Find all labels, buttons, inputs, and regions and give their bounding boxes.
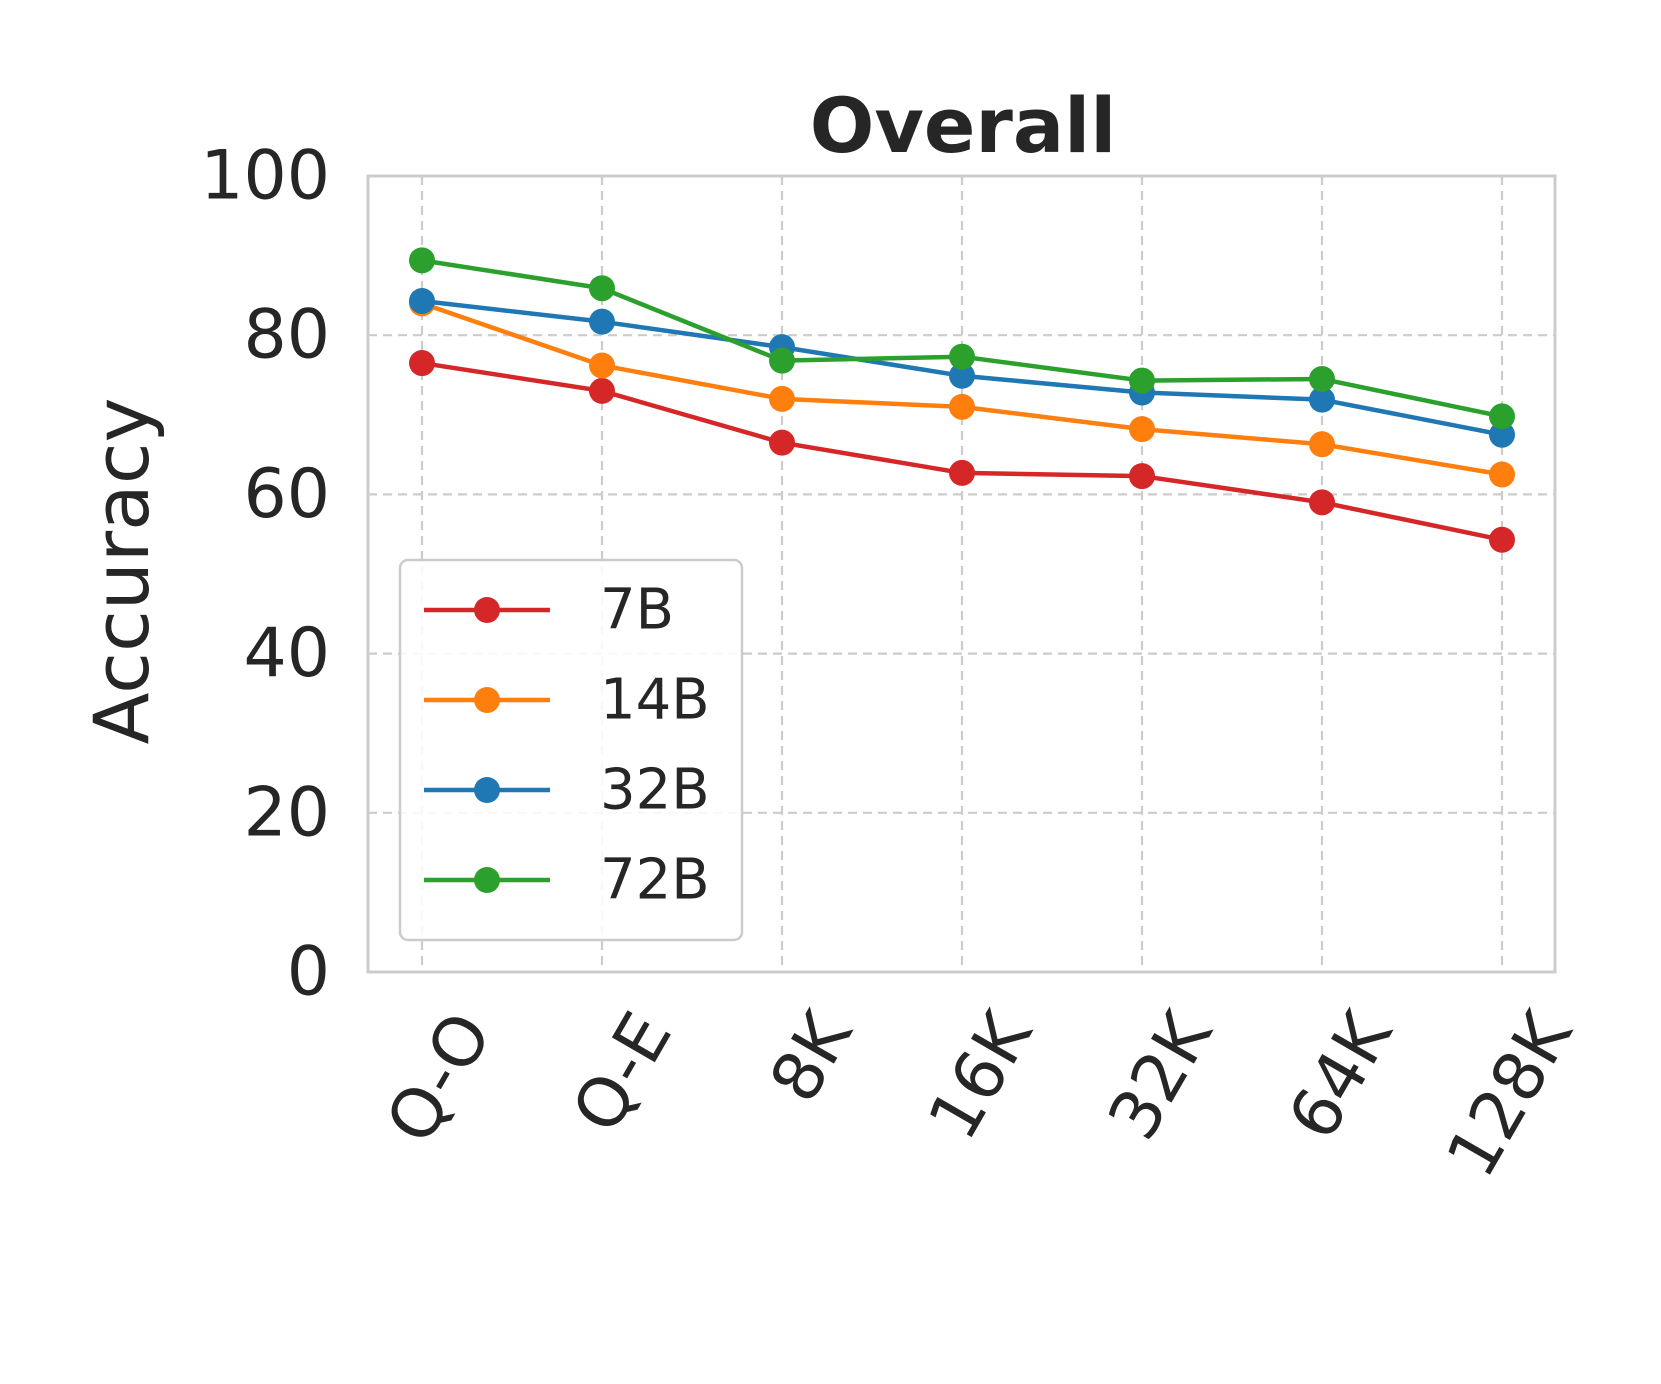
data-point-72B [769, 347, 795, 374]
legend: 7B 14B 32B 72B [398, 558, 744, 942]
legend-marker-14B [474, 687, 500, 713]
y-axis-label: Accuracy [77, 398, 166, 745]
data-point-32B [1489, 421, 1515, 448]
legend-marker-72B [474, 867, 500, 893]
legend-label: 14B [600, 668, 710, 733]
data-point-7B [409, 350, 435, 377]
legend-box [398, 558, 744, 942]
data-point-72B [1129, 367, 1155, 394]
x-tick-labels: Q-O Q-E 8K 16K 32K 64K 128K [372, 998, 1589, 1191]
chart-title: Overall [810, 81, 1117, 170]
data-point-7B [1129, 463, 1155, 490]
data-point-14B [949, 393, 975, 420]
data-point-14B [1489, 461, 1515, 488]
data-point-32B [949, 362, 975, 389]
y-tick-label: 80 [243, 296, 330, 375]
x-tick-label: 128K [1432, 998, 1589, 1191]
data-point-14B [1129, 416, 1155, 443]
data-point-72B [949, 343, 975, 370]
y-tick-label: 100 [200, 137, 330, 216]
legend-label: 7B [600, 578, 674, 643]
x-tick-label: 16K [914, 998, 1049, 1153]
y-tick-label: 60 [243, 455, 330, 534]
data-point-14B [769, 385, 795, 412]
x-tick-label: Q-O [372, 1000, 508, 1157]
data-point-14B [589, 352, 615, 379]
data-point-7B [769, 429, 795, 456]
x-tick-label: 64K [1274, 998, 1409, 1153]
legend-label: 32B [600, 758, 710, 823]
data-point-72B [409, 247, 435, 274]
plot-frame [366, 174, 1557, 974]
data-point-32B [409, 287, 435, 314]
data-point-32B [589, 308, 615, 335]
y-tick-label: 40 [243, 614, 330, 693]
data-point-72B [1489, 403, 1515, 430]
x-tick-label: 32K [1094, 998, 1229, 1153]
y-tick-labels: 0 20 40 60 80 100 [200, 137, 330, 1012]
legend-marker-7B [474, 597, 500, 623]
x-tick-label: 8K [755, 998, 869, 1116]
data-point-72B [589, 275, 615, 302]
legend-label: 72B [600, 848, 710, 913]
data-point-32B [1309, 386, 1335, 413]
data-point-72B [1309, 365, 1335, 392]
data-point-7B [589, 377, 615, 404]
x-tick-label: Q-E [558, 1000, 688, 1146]
y-tick-label: 20 [243, 773, 330, 852]
data-point-14B [1309, 431, 1335, 458]
legend-marker-32B [474, 777, 500, 803]
data-point-7B [1309, 489, 1335, 516]
series-group [409, 247, 1515, 553]
data-point-7B [949, 459, 975, 486]
y-tick-label: 0 [287, 933, 330, 1012]
data-point-7B [1489, 526, 1515, 553]
